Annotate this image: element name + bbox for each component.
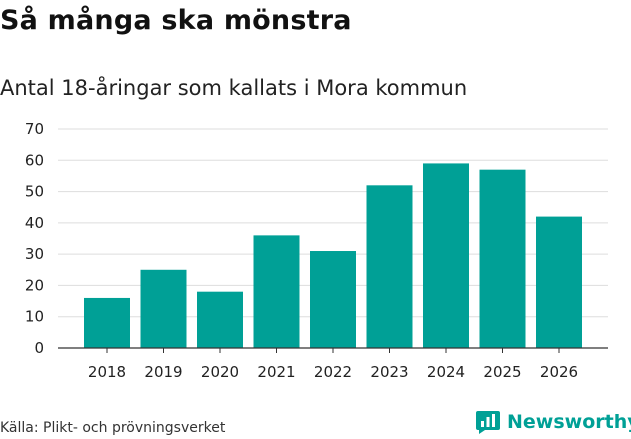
chart-title: Så många ska mönstra [0, 5, 352, 36]
x-axis-ticks: 2018 2019 2020 2021 2022 2023 2024 2025 2026 [88, 348, 578, 381]
bar-2022 [310, 251, 356, 348]
x-tick-label: 2021 [257, 363, 295, 381]
y-tick-label: 10 [25, 308, 44, 326]
bar-2026 [536, 216, 582, 348]
y-tick-label: 40 [25, 214, 44, 232]
bar-2025 [479, 169, 526, 348]
chart-subtitle: Antal 18-åringar som kallats i Mora komm… [0, 76, 468, 100]
bars [84, 163, 582, 348]
bar-2024 [423, 163, 469, 348]
x-tick-label: 2022 [314, 363, 352, 381]
x-tick-label: 2026 [540, 363, 578, 381]
y-tick-label: 20 [25, 276, 44, 294]
bar-2018 [84, 297, 130, 348]
x-tick-label: 2018 [88, 363, 126, 381]
x-tick-label: 2020 [201, 363, 239, 381]
y-tick-label: 30 [25, 245, 44, 263]
y-axis-ticks: 0 10 20 30 40 50 60 70 [25, 120, 44, 357]
y-tick-label: 0 [34, 339, 44, 357]
bar-chart: 0 10 20 30 40 50 60 70 2018 2019 2020 2021 2022 2023… [25, 120, 608, 381]
x-tick-label: 2025 [483, 363, 521, 381]
bar-2021 [253, 235, 300, 348]
x-tick-label: 2024 [427, 363, 465, 381]
x-tick-label: 2023 [370, 363, 408, 381]
bar-2020 [197, 291, 243, 348]
y-tick-label: 60 [25, 151, 44, 169]
bar-2019 [140, 269, 187, 348]
newsworthy-logo-icon [476, 411, 500, 434]
y-tick-label: 50 [25, 183, 44, 201]
source-note: Källa: Plikt- och prövningsverket [0, 420, 226, 436]
brand-logo: Newsworthy [475, 408, 631, 436]
brand-name: Newsworthy [507, 411, 631, 433]
bar-2023 [366, 185, 413, 348]
y-tick-label: 70 [25, 120, 44, 138]
x-tick-label: 2019 [144, 363, 182, 381]
